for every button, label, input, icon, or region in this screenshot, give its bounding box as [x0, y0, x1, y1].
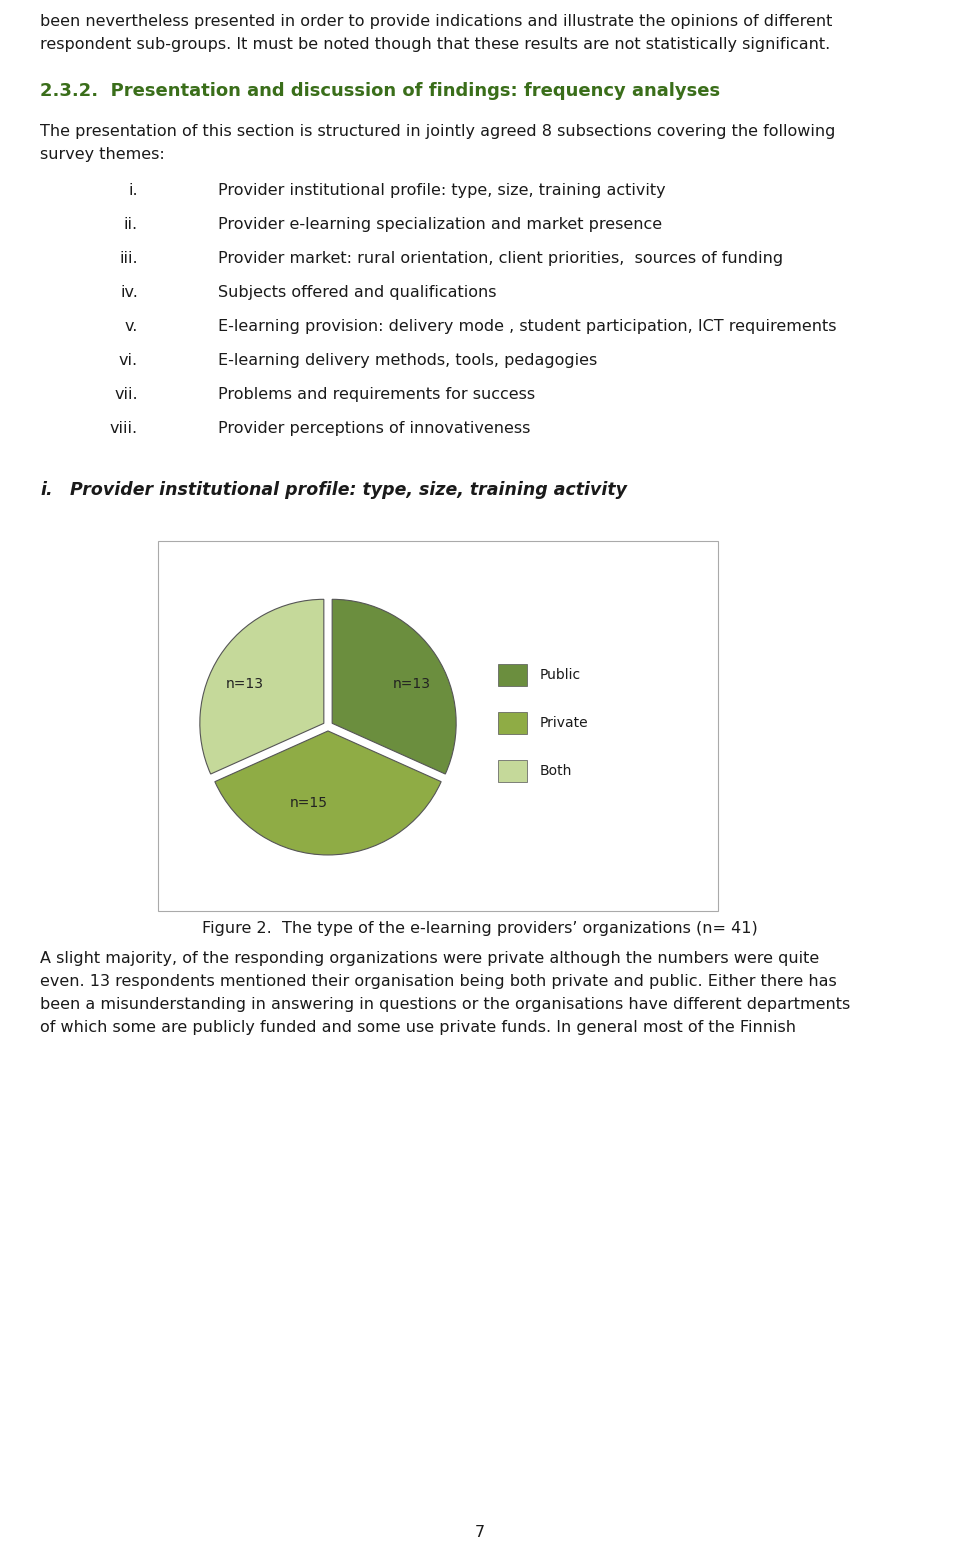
- Text: Both: Both: [540, 763, 572, 779]
- Text: A slight majority, of the responding organizations were private although the num: A slight majority, of the responding org…: [40, 951, 819, 965]
- Text: respondent sub-groups. It must be noted though that these results are not statis: respondent sub-groups. It must be noted …: [40, 37, 830, 52]
- Text: Public: Public: [540, 668, 581, 682]
- Text: vii.: vii.: [114, 387, 138, 402]
- Text: Provider institutional profile: type, size, training activity: Provider institutional profile: type, si…: [218, 183, 665, 197]
- Text: i.: i.: [40, 481, 53, 500]
- Text: of which some are publicly funded and some use private funds. In general most of: of which some are publicly funded and so…: [40, 1019, 796, 1035]
- Text: ii.: ii.: [124, 217, 138, 231]
- Text: i.: i.: [129, 183, 138, 197]
- Text: v.: v.: [125, 319, 138, 335]
- Text: 7: 7: [475, 1525, 485, 1540]
- Text: n=13: n=13: [393, 677, 430, 691]
- Text: even. 13 respondents mentioned their organisation being both private and public.: even. 13 respondents mentioned their org…: [40, 975, 837, 988]
- Text: Problems and requirements for success: Problems and requirements for success: [218, 387, 535, 402]
- FancyBboxPatch shape: [158, 541, 718, 911]
- Wedge shape: [332, 600, 456, 774]
- Text: Subjects offered and qualifications: Subjects offered and qualifications: [218, 285, 496, 301]
- FancyBboxPatch shape: [498, 760, 527, 782]
- Wedge shape: [200, 600, 324, 774]
- Text: n=15: n=15: [290, 796, 328, 810]
- Text: Provider perceptions of innovativeness: Provider perceptions of innovativeness: [218, 421, 530, 436]
- Text: E-learning provision: delivery mode , student participation, ICT requirements: E-learning provision: delivery mode , st…: [218, 319, 836, 335]
- Text: viii.: viii.: [109, 421, 138, 436]
- Text: vi.: vi.: [119, 353, 138, 369]
- Text: The presentation of this section is structured in jointly agreed 8 subsections c: The presentation of this section is stru…: [40, 123, 835, 139]
- Text: survey themes:: survey themes:: [40, 146, 165, 162]
- Text: n=13: n=13: [226, 677, 263, 691]
- Wedge shape: [215, 731, 442, 854]
- Text: Private: Private: [540, 715, 588, 729]
- Text: Provider e-learning specialization and market presence: Provider e-learning specialization and m…: [218, 217, 662, 231]
- Text: been a misunderstanding in answering in questions or the organisations have diff: been a misunderstanding in answering in …: [40, 998, 851, 1012]
- Text: Provider market: rural orientation, client priorities,  sources of funding: Provider market: rural orientation, clie…: [218, 251, 783, 267]
- FancyBboxPatch shape: [498, 712, 527, 734]
- Text: 2.3.2.  Presentation and discussion of findings: frequency analyses: 2.3.2. Presentation and discussion of fi…: [40, 82, 720, 100]
- FancyBboxPatch shape: [498, 663, 527, 686]
- Text: Provider institutional profile: type, size, training activity: Provider institutional profile: type, si…: [70, 481, 627, 500]
- Text: iv.: iv.: [120, 285, 138, 301]
- Text: E-learning delivery methods, tools, pedagogies: E-learning delivery methods, tools, peda…: [218, 353, 597, 369]
- Text: been nevertheless presented in order to provide indications and illustrate the o: been nevertheless presented in order to …: [40, 14, 832, 29]
- Text: Figure 2.  The type of the e-learning providers’ organizations (n= 41): Figure 2. The type of the e-learning pro…: [203, 921, 757, 936]
- Text: iii.: iii.: [119, 251, 138, 267]
